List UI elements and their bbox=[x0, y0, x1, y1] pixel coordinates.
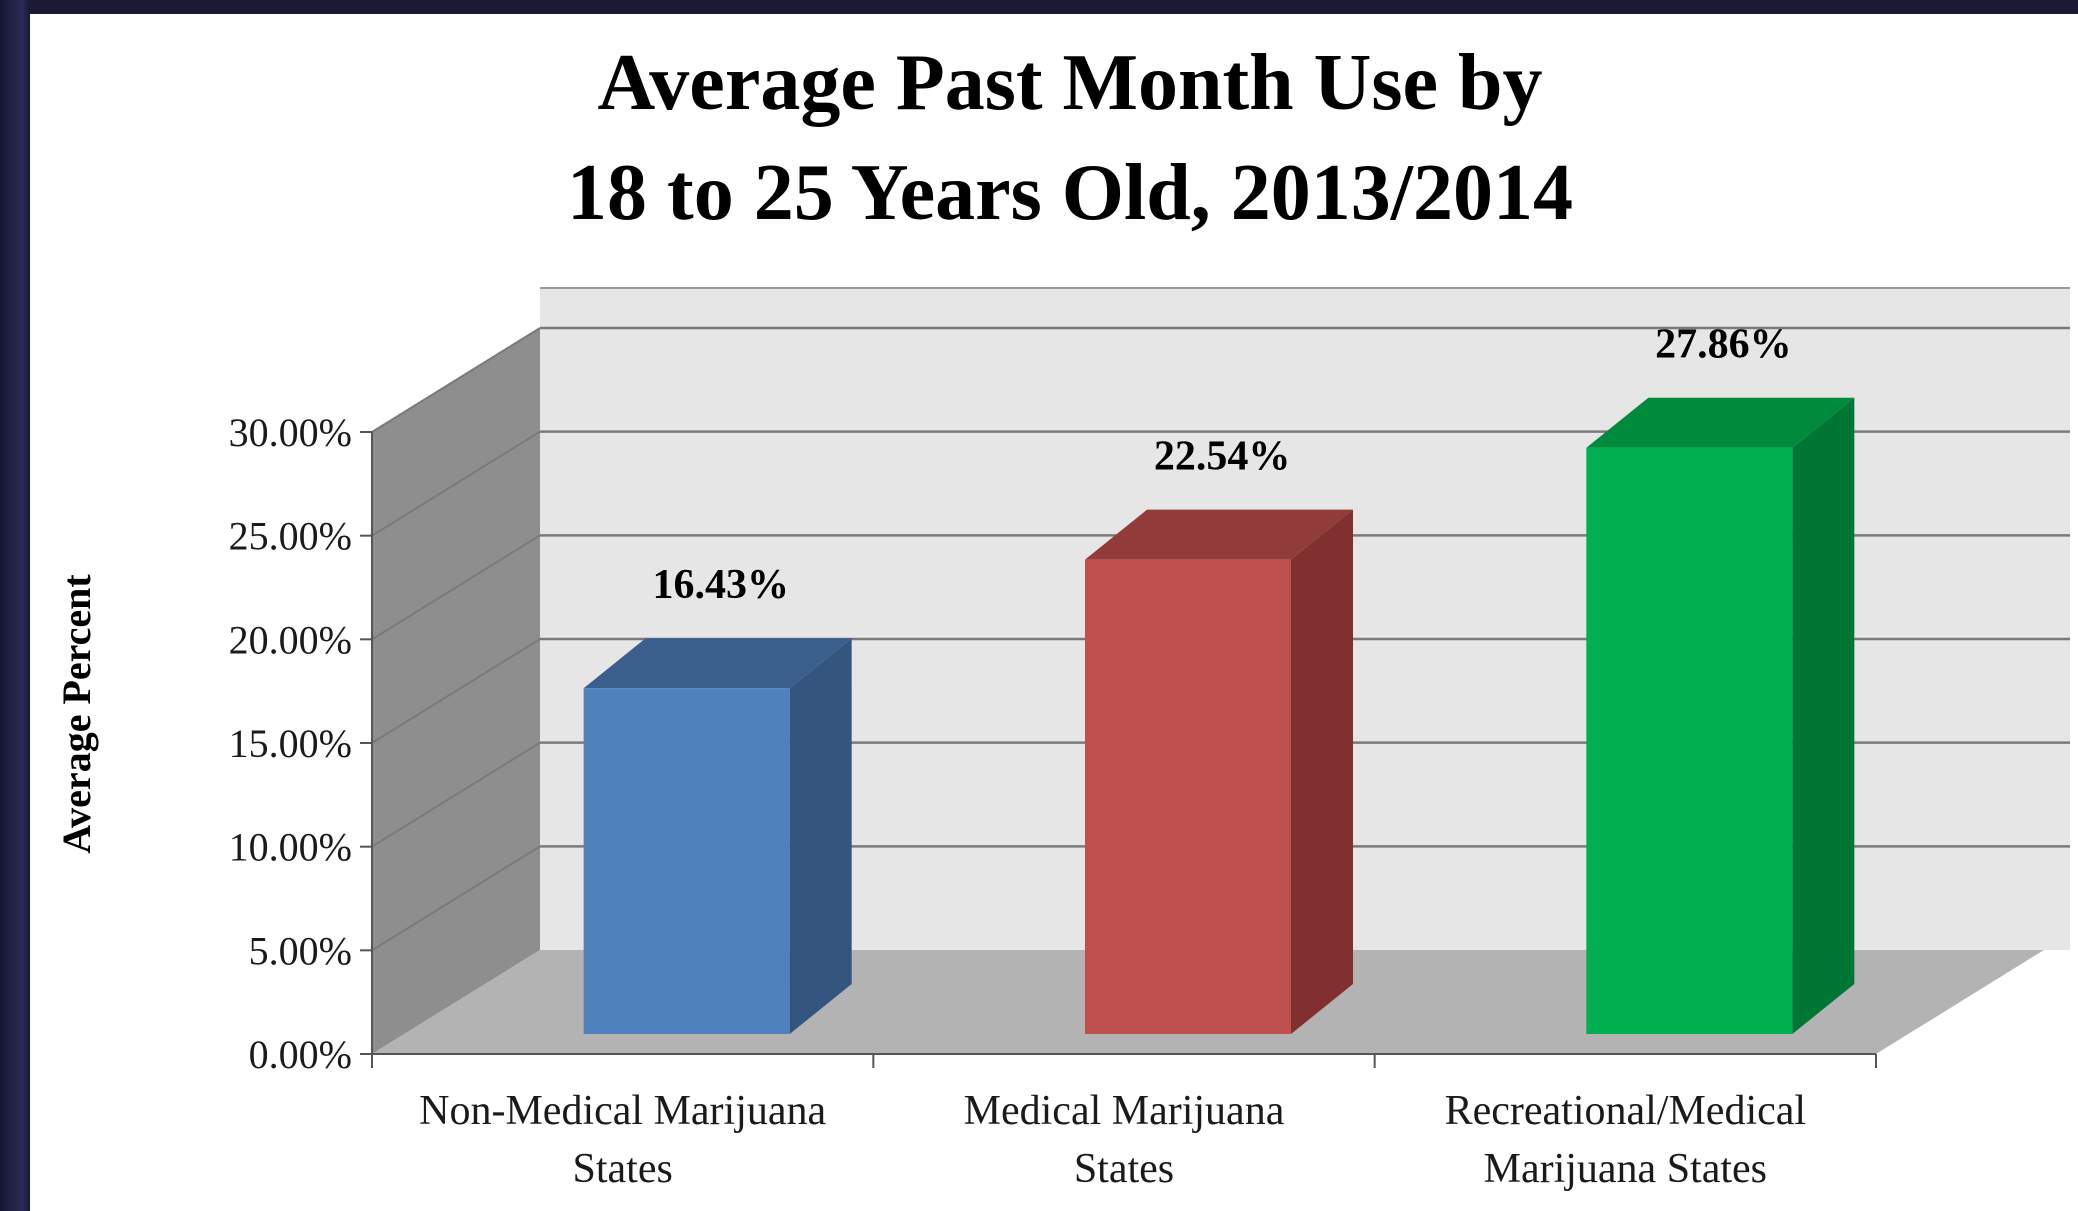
x-category-label: Marijuana States bbox=[1484, 1146, 1767, 1192]
x-category-label: States bbox=[573, 1146, 673, 1192]
bar-top bbox=[1085, 509, 1353, 560]
side-gridline bbox=[371, 638, 541, 744]
bar-value-label: 16.43% bbox=[653, 562, 790, 608]
y-tick-label: 5.00% bbox=[249, 928, 352, 973]
y-tick-label: 20.00% bbox=[229, 617, 352, 662]
bar bbox=[1586, 447, 1793, 1035]
x-category-label: Medical Marijuana bbox=[964, 1088, 1285, 1134]
y-tick-label: 10.00% bbox=[229, 825, 352, 870]
bar bbox=[1085, 559, 1291, 1034]
bar-value-label: 27.86% bbox=[1655, 322, 1792, 368]
y-tick-label: 30.00% bbox=[229, 410, 352, 455]
bar-top bbox=[583, 638, 852, 689]
chart-title: Average Past Month Use by bbox=[597, 39, 1542, 127]
bar-chart: Average Past Month Use by 18 to 25 Years… bbox=[54, 39, 2070, 1192]
y-tick-label: 15.00% bbox=[229, 721, 352, 766]
y-tick-label: 0.00% bbox=[249, 1032, 352, 1077]
y-axis-label: Average Percent bbox=[54, 574, 99, 854]
x-category-label: Recreational/Medical bbox=[1445, 1088, 1807, 1134]
side-gridline bbox=[371, 741, 541, 848]
side-gridline bbox=[371, 327, 541, 433]
x-category-label: Non-Medical Marijuana bbox=[419, 1088, 826, 1134]
y-tick-label: 25.00% bbox=[229, 514, 352, 559]
bar-value-label: 22.54% bbox=[1154, 434, 1291, 480]
bar-side bbox=[1291, 509, 1353, 1034]
plot-area: 0.00% 5.00% 10.00% 15.00% 20.00% 25.00% 30.00%… bbox=[229, 287, 2070, 1192]
bar bbox=[583, 688, 790, 1034]
bar-side bbox=[789, 638, 852, 1034]
side-gridline bbox=[371, 430, 541, 537]
side-gridline bbox=[371, 845, 541, 952]
chart-subtitle: 18 to 25 Years Old, 2013/2014 bbox=[567, 149, 1573, 237]
x-category-label: States bbox=[1074, 1146, 1174, 1192]
bar-top bbox=[1586, 397, 1855, 448]
bar-side bbox=[1792, 397, 1855, 1035]
side-gridline bbox=[371, 534, 541, 641]
chart-frame: Average Past Month Use by 18 to 25 Years… bbox=[30, 14, 2078, 1211]
